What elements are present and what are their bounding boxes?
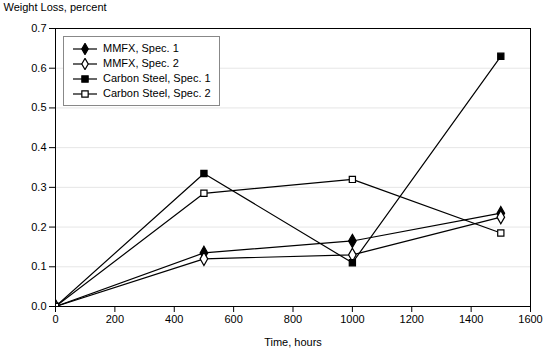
html-text:MMFX, Spec. 1: MMFX, Spec. 1 <box>103 42 179 54</box>
svg-text:1600: 1600 <box>518 313 542 325</box>
svg-text:0.6: 0.6 <box>31 62 46 74</box>
svg-text:0.3: 0.3 <box>31 181 46 193</box>
svg-text:1000: 1000 <box>340 313 364 325</box>
svg-text:200: 200 <box>106 313 124 325</box>
svg-text:Weight Loss, percent: Weight Loss, percent <box>4 1 107 13</box>
svg-text:0: 0 <box>52 313 58 325</box>
svg-text:0.1: 0.1 <box>31 260 46 272</box>
svg-text:1200: 1200 <box>400 313 424 325</box>
html-text:MMFX, Spec. 2: MMFX, Spec. 2 <box>103 57 179 69</box>
svg-text:0.4: 0.4 <box>31 141 46 153</box>
svg-text:0.0: 0.0 <box>31 300 46 312</box>
html-text:Carbon Steel, Spec. 2: Carbon Steel, Spec. 2 <box>103 87 211 99</box>
svg-text:1400: 1400 <box>459 313 483 325</box>
svg-text:0.2: 0.2 <box>31 221 46 233</box>
html-text:Carbon Steel, Spec. 1: Carbon Steel, Spec. 1 <box>103 72 211 84</box>
svg-text:600: 600 <box>224 313 242 325</box>
svg-text:Time, hours: Time, hours <box>264 336 322 348</box>
svg-text:400: 400 <box>165 313 183 325</box>
svg-text:0.7: 0.7 <box>31 22 46 34</box>
svg-text:0.5: 0.5 <box>31 101 46 113</box>
svg-text:800: 800 <box>284 313 302 325</box>
